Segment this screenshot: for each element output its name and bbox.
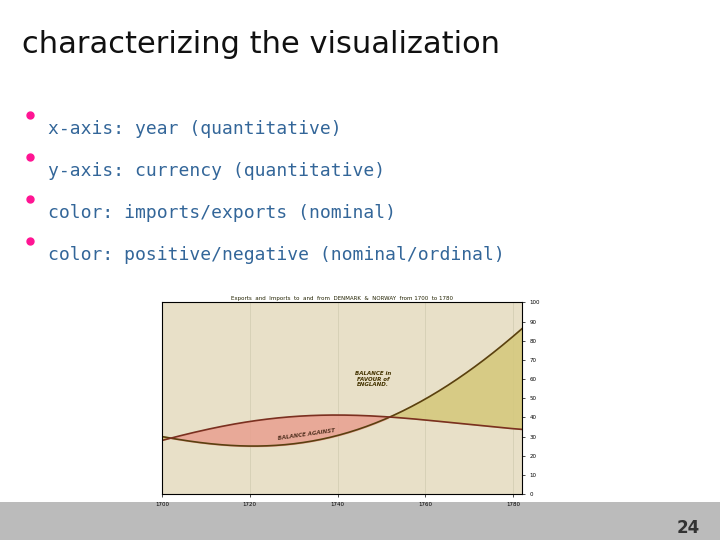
Bar [0,502,720,540]
Text: 24: 24 [677,519,700,537]
Title: Exports  and  Imports  to  and  from  DENMARK  &  NORWAY  from 1700  to 1780: Exports and Imports to and from DENMARK … [231,295,453,301]
Text: BALANCE in
FAVOUR of
ENGLAND.: BALANCE in FAVOUR of ENGLAND. [355,371,391,387]
Text: color: positive/negative (nominal/ordinal): color: positive/negative (nominal/ordina… [48,246,505,264]
Text: BALANCE AGAINST: BALANCE AGAINST [278,428,336,441]
Text: x-axis: year (quantitative): x-axis: year (quantitative) [48,120,341,138]
Text: y-axis: currency (quantitative): y-axis: currency (quantitative) [48,162,385,180]
Text: The Bottom line is divided into Years, the Right hand line into £10,000 each.: The Bottom line is divided into Years, t… [225,482,495,488]
Text: color: imports/exports (nominal): color: imports/exports (nominal) [48,204,396,222]
Text: characterizing the visualization: characterizing the visualization [22,30,500,59]
